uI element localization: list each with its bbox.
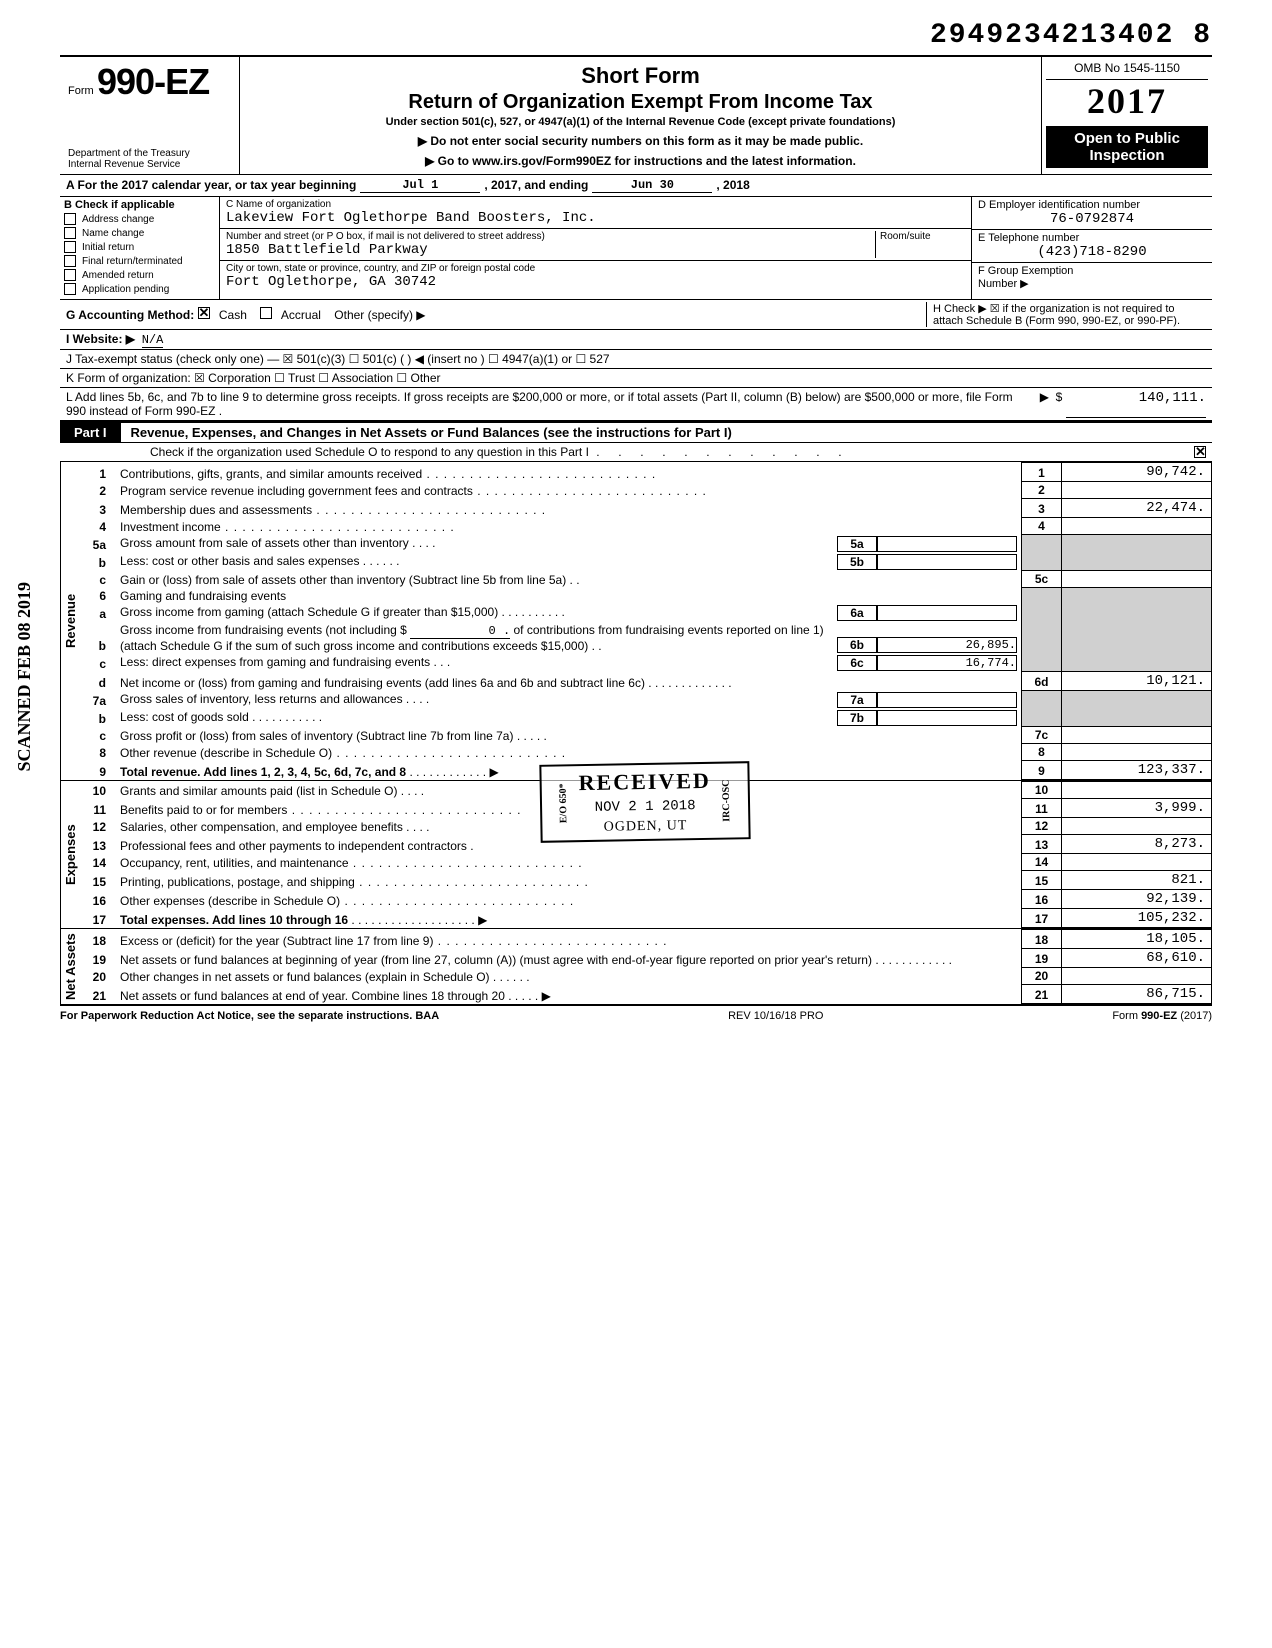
footer-mid: REV 10/16/18 PRO — [728, 1010, 823, 1022]
tax-year: 2017 — [1046, 80, 1208, 122]
omb-number: OMB No 1545-1150 — [1046, 61, 1208, 80]
line-i: I Website: ▶ N/A — [60, 330, 1212, 350]
title-short: Short Form — [250, 63, 1031, 89]
row-a: A For the 2017 calendar year, or tax yea… — [60, 174, 1212, 197]
netassets-table: 18Excess or (deficit) for the year (Subt… — [80, 929, 1212, 1004]
phone: (423)718-8290 — [978, 244, 1206, 260]
title-warn2: ▶ Go to www.irs.gov/Form990EZ for instru… — [250, 154, 1031, 168]
part1-title: Revenue, Expenses, and Changes in Net As… — [121, 425, 732, 440]
title-warn1: ▶ Do not enter social security numbers o… — [250, 134, 1031, 148]
check-name-change[interactable]: Name change — [64, 227, 215, 239]
row-a-mid: , 2017, and ending — [484, 178, 588, 193]
row-a-end-year: , 2018 — [716, 178, 749, 193]
form-cell: Form 990-EZ Department of the Treasury I… — [60, 57, 240, 174]
check-application-pending[interactable]: Application pending — [64, 283, 215, 295]
street-label: Number and street (or P O box, if mail i… — [226, 231, 875, 242]
expenses-label: Expenses — [60, 781, 80, 928]
line-l: L Add lines 5b, 6c, and 7b to line 9 to … — [60, 388, 1212, 421]
line-l-amount: 140,111. — [1066, 390, 1206, 418]
check-schedule-o: Check if the organization used Schedule … — [60, 443, 1212, 462]
group-exemption: F Group Exemption Number ▶ — [972, 263, 1212, 292]
checkbox-icon — [64, 255, 76, 267]
city-label: City or town, state or province, country… — [226, 263, 965, 274]
check-address-change[interactable]: Address change — [64, 213, 215, 225]
checkbox-icon — [64, 213, 76, 225]
form-header: Form 990-EZ Department of the Treasury I… — [60, 55, 1212, 174]
line-h: H Check ▶ ☒ if the organization is not r… — [926, 302, 1206, 327]
checkbox-icon — [64, 283, 76, 295]
part1-label: Part I — [60, 423, 121, 442]
check-initial-return[interactable]: Initial return — [64, 241, 215, 253]
title-cell: Short Form Return of Organization Exempt… — [240, 57, 1042, 174]
footer-right: Form 990-EZ (2017) — [1112, 1010, 1212, 1022]
org-city: Fort Oglethorpe, GA 30742 — [226, 274, 965, 290]
dept-treasury: Department of the Treasury Internal Reve… — [68, 148, 190, 170]
org-street: 1850 Battlefield Parkway — [226, 242, 875, 258]
checkbox-schedule-o[interactable] — [1194, 446, 1206, 458]
ein: 76-0792874 — [978, 211, 1206, 227]
omb-cell: OMB No 1545-1150 2017 Open to Public Ins… — [1042, 57, 1212, 174]
checkbox-accrual[interactable] — [260, 307, 272, 319]
col-c: C Name of organization Lakeview Fort Ogl… — [220, 197, 972, 299]
title-main: Return of Organization Exempt From Incom… — [250, 91, 1031, 114]
checkbox-icon — [64, 269, 76, 281]
checkbox-cash[interactable] — [198, 307, 210, 319]
checkbox-icon — [64, 241, 76, 253]
received-stamp: E/O 650* RECEIVED NOV 2 1 2018 OGDEN, UT… — [539, 761, 750, 843]
netassets-section: Net Assets 18Excess or (deficit) for the… — [60, 929, 1212, 1005]
check-final-return[interactable]: Final return/terminated — [64, 255, 215, 267]
checkbox-icon — [64, 227, 76, 239]
col-d: D Employer identification number 76-0792… — [972, 197, 1212, 299]
org-name: Lakeview Fort Oglethorpe Band Boosters, … — [226, 210, 965, 226]
phone-label: E Telephone number — [978, 232, 1206, 244]
website: N/A — [142, 333, 164, 348]
line-g: G Accounting Method: Cash Accrual Other … — [60, 300, 1212, 330]
check-amended[interactable]: Amended return — [64, 269, 215, 281]
part1-header: Part I Revenue, Expenses, and Changes in… — [60, 421, 1212, 443]
tax-year-end: Jun 30 — [592, 178, 712, 193]
line-j: J Tax-exempt status (check only one) — ☒… — [60, 350, 1212, 369]
open-public: Open to Public Inspection — [1046, 126, 1208, 168]
room-label: Room/suite — [880, 231, 965, 242]
revenue-table: 1Contributions, gifts, grants, and simil… — [80, 462, 1212, 780]
col-b: B Check if applicable Address change Nam… — [60, 197, 220, 299]
footer-left: For Paperwork Reduction Act Notice, see … — [60, 1010, 439, 1022]
main-info: B Check if applicable Address change Nam… — [60, 197, 1212, 300]
ein-label: D Employer identification number — [978, 199, 1206, 211]
revenue-section: Revenue 1Contributions, gifts, grants, a… — [60, 462, 1212, 781]
col-b-header: B Check if applicable — [64, 199, 215, 211]
row-a-label: A For the 2017 calendar year, or tax yea… — [66, 178, 356, 193]
form-prefix: Form — [68, 85, 94, 97]
netassets-label: Net Assets — [60, 929, 80, 1004]
title-under: Under section 501(c), 527, or 4947(a)(1)… — [250, 116, 1031, 128]
revenue-label: Revenue — [60, 462, 80, 780]
footer: For Paperwork Reduction Act Notice, see … — [60, 1005, 1212, 1022]
name-label: C Name of organization — [226, 199, 965, 210]
expenses-section: Expenses 10Grants and similar amounts pa… — [60, 781, 1212, 929]
line-g-label: G Accounting Method: — [66, 308, 194, 322]
document-number: 2949234213402 8 — [60, 20, 1212, 51]
tax-year-begin: Jul 1 — [360, 178, 480, 193]
scanned-stamp: SCANNED FEB 08 2019 — [14, 582, 35, 772]
form-number: 990-EZ — [97, 61, 209, 102]
line-k: K Form of organization: ☒ Corporation ☐ … — [60, 369, 1212, 388]
